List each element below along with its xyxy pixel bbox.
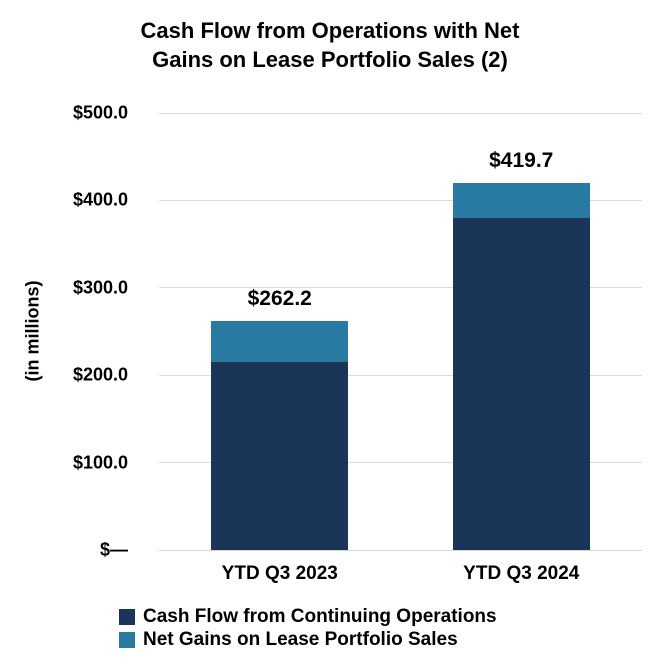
gridline — [159, 112, 642, 114]
x-axis-tick-label: YTD Q3 2024 — [463, 563, 580, 584]
chart-title-line1: Cash Flow from Operations with Net — [140, 18, 520, 43]
gridline — [159, 199, 642, 201]
y-axis-tick-label: $200.0 — [72, 364, 128, 385]
bar-total-label: $262.2 — [247, 286, 312, 310]
legend-label: Net Gains on Lease Portfolio Sales — [143, 628, 458, 650]
chart-title-line2: Gains on Lease Portfolio Sales (2) — [152, 47, 508, 72]
gridline — [159, 374, 642, 376]
legend-item: Net Gains on Lease Portfolio Sales — [119, 628, 497, 651]
x-axis-line — [159, 549, 642, 551]
legend-label: Cash Flow from Continuing Operations — [143, 605, 497, 627]
legend-swatch — [119, 631, 135, 648]
gridline — [159, 287, 642, 289]
y-axis-tick-label: $300.0 — [72, 277, 128, 298]
y-axis-tick-label: $500.0 — [72, 102, 128, 123]
bar-segment — [452, 217, 590, 550]
bar-segment — [452, 183, 590, 218]
bar-segment — [211, 320, 349, 362]
x-axis-tick-label: YTD Q3 2023 — [221, 563, 338, 584]
y-axis-tick-label: $— — [99, 539, 128, 560]
chart-title: Cash Flow from Operations with Net Gains… — [0, 16, 660, 74]
legend-swatch — [119, 608, 135, 625]
y-axis-tick-label: $100.0 — [72, 452, 128, 473]
gridline — [159, 462, 642, 464]
plot-area: $262.2 YTD Q3 2023 $419.7 YTD Q3 2024 — [159, 112, 642, 584]
bar-segment — [211, 361, 349, 550]
bar-total-label: $419.7 — [489, 149, 554, 173]
legend-item: Cash Flow from Continuing Operations — [119, 605, 497, 628]
y-axis-tick-label: $400.0 — [72, 189, 128, 210]
legend: Cash Flow from Continuing Operations Net … — [119, 605, 497, 651]
y-axis-title: (in millions) — [22, 280, 43, 382]
